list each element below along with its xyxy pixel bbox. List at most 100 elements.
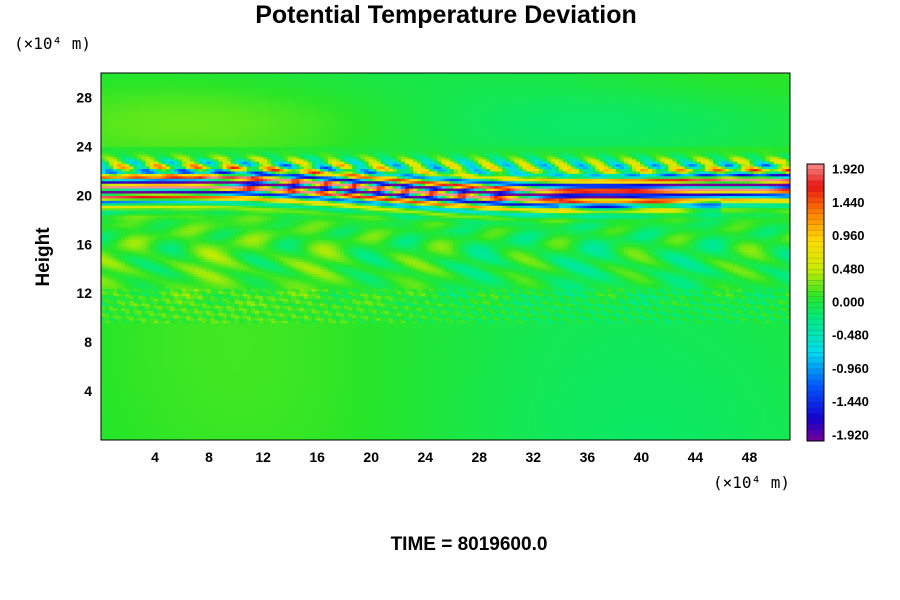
heatmap-cell (575, 425, 580, 429)
heatmap-cell (708, 408, 714, 412)
heatmap-cell (222, 410, 228, 414)
heatmap-cell (169, 400, 175, 404)
heatmap-cell (473, 430, 479, 434)
heatmap-cell (202, 437, 207, 440)
heatmap-cell (336, 432, 341, 436)
heatmap-cell (469, 427, 475, 431)
heatmap-cell (672, 435, 678, 439)
heatmap-cell (332, 403, 337, 407)
heatmap-cell (206, 420, 212, 424)
heatmap-cell (583, 422, 588, 426)
heatmap-cell (692, 413, 698, 417)
heatmap-cell (352, 435, 357, 439)
heatmap-cell (708, 400, 714, 404)
heatmap-cell (785, 405, 790, 409)
heatmap-cell (733, 403, 738, 407)
heatmap-cell (198, 435, 203, 439)
heatmap-cell (226, 405, 232, 409)
heatmap-cell (421, 408, 426, 412)
heatmap-cell (279, 430, 284, 434)
heatmap-cell (263, 432, 268, 436)
heatmap-cell (425, 417, 430, 422)
heatmap-cell (587, 403, 592, 407)
heatmap-cell (267, 403, 272, 407)
heatmap-cell (234, 437, 240, 440)
heatmap-cell (186, 403, 191, 407)
heatmap-cell (332, 427, 337, 431)
heatmap-cell (627, 425, 633, 429)
heatmap-cell (295, 420, 301, 424)
heatmap-cell (149, 430, 155, 434)
heatmap-cell (336, 435, 341, 439)
heatmap-cell (749, 405, 755, 409)
heatmap-cell (307, 405, 313, 409)
heatmap-cell (169, 422, 175, 426)
heatmap-cell (295, 410, 301, 414)
heatmap-cell (550, 405, 556, 409)
heatmap-cell (457, 408, 463, 412)
heatmap-cell (133, 410, 139, 414)
heatmap-cell (494, 430, 499, 434)
heatmap-cell (757, 410, 763, 414)
heatmap-cell (311, 405, 317, 409)
heatmap-cell (141, 417, 147, 422)
heatmap-cell (490, 408, 495, 412)
heatmap-cell (413, 432, 418, 436)
heatmap-cell (396, 437, 402, 440)
heatmap-cell (506, 422, 511, 426)
heatmap-cell (117, 415, 122, 419)
heatmap-cell (457, 435, 463, 439)
heatmap-cell (194, 410, 199, 414)
heatmap-cell (101, 420, 106, 424)
heatmap-cell (380, 405, 386, 409)
heatmap-cell (409, 420, 414, 424)
heatmap-cell (465, 405, 471, 409)
heatmap-cell (222, 422, 228, 426)
heatmap-cell (563, 420, 568, 424)
heatmap-cell (437, 435, 443, 439)
heatmap-cell (340, 425, 345, 429)
heatmap-cell (619, 410, 625, 414)
heatmap-cell (421, 437, 426, 440)
heatmap-cell (105, 398, 110, 402)
heatmap-cell (486, 400, 491, 404)
heatmap-cell (271, 400, 276, 404)
heatmap-cell (255, 435, 260, 439)
heatmap-cell (206, 400, 212, 404)
heatmap-cell (409, 415, 414, 419)
heatmap-cell (490, 413, 495, 417)
heatmap-cell (153, 410, 159, 414)
heatmap-cell (413, 405, 418, 409)
heatmap-cell (283, 435, 289, 439)
heatmap-cell (623, 425, 629, 429)
heatmap-cell (384, 432, 390, 436)
heatmap-cell (295, 405, 301, 409)
heatmap-cell (388, 425, 394, 429)
heatmap-cell (676, 430, 682, 434)
heatmap-cell (153, 417, 159, 422)
heatmap-cell (781, 400, 787, 404)
heatmap-cell (311, 403, 317, 407)
heatmap-cell (352, 422, 357, 426)
heatmap-cell (441, 420, 447, 424)
heatmap-cell (477, 413, 483, 417)
heatmap-cell (656, 415, 661, 419)
heatmap-cell (449, 403, 455, 407)
heatmap-cell (356, 413, 361, 417)
heatmap-cell (721, 410, 726, 414)
heatmap-cell (506, 400, 511, 404)
heatmap-cell (546, 415, 552, 419)
heatmap-cell (178, 422, 183, 426)
heatmap-cell (453, 403, 459, 407)
heatmap-cell (165, 413, 171, 417)
heatmap-cell (773, 417, 779, 422)
heatmap-cell (303, 420, 309, 424)
heatmap-cell (769, 435, 775, 439)
heatmap-cell (449, 435, 455, 439)
heatmap-cell (218, 405, 224, 409)
heatmap-cell (190, 432, 195, 436)
heatmap-cell (729, 430, 734, 434)
heatmap-cell (137, 403, 143, 407)
heatmap-cell (263, 415, 268, 419)
heatmap-cell (311, 417, 317, 422)
